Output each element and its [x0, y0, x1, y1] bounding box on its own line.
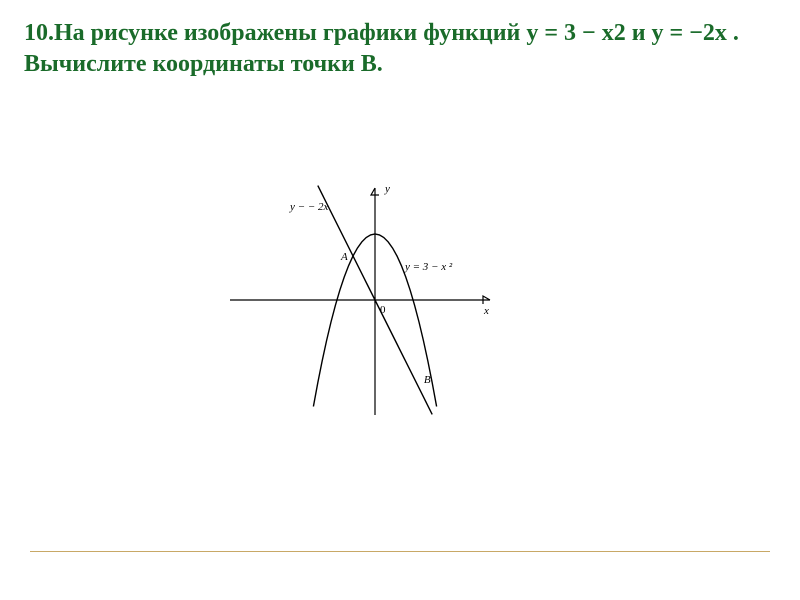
y-axis-label: y [384, 183, 390, 195]
line-equation-label: y − − 2x [289, 201, 328, 213]
parabola-equation-label: y = 3 − x ² [404, 261, 453, 273]
origin-label: 0 [380, 304, 386, 316]
x-axis-label: x [483, 305, 489, 317]
slide-underline [30, 551, 770, 552]
problem-title: 10.На рисунке изображены графики функций… [24, 18, 776, 80]
point-b-label: B [424, 374, 431, 386]
function-graph: y x 0 y − − 2x y = 3 − x ² A B [230, 180, 530, 420]
point-a-label: A [340, 251, 348, 263]
